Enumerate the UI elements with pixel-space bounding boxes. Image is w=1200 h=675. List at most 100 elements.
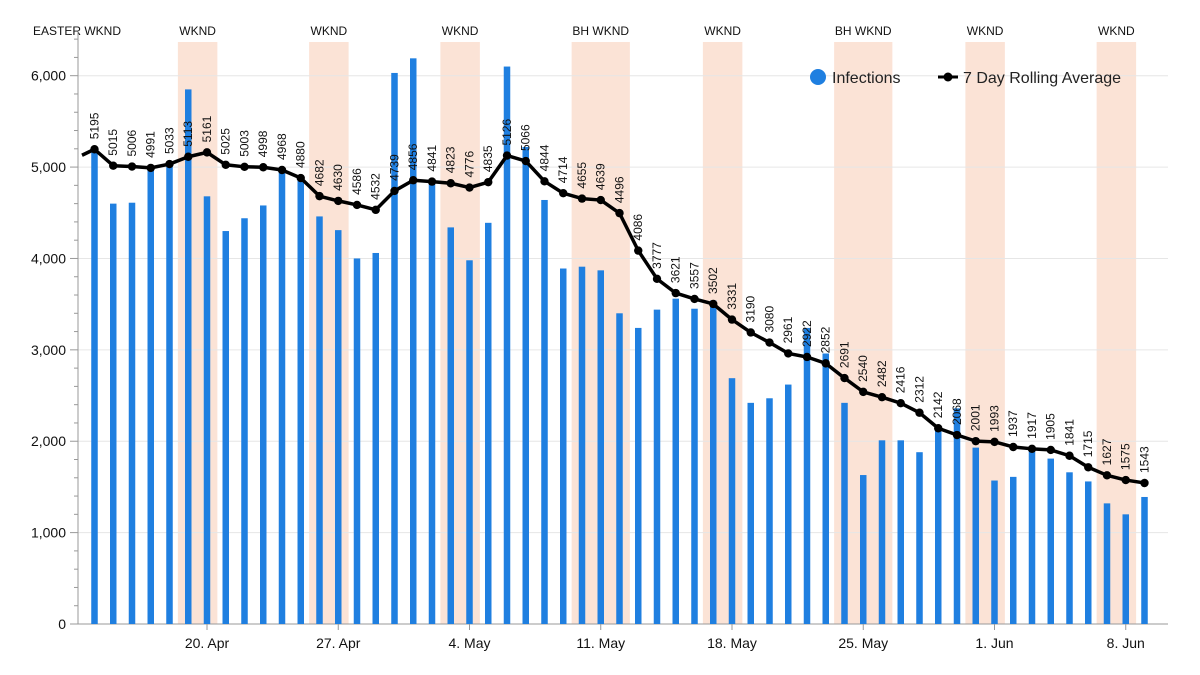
infection-bar <box>353 258 361 624</box>
axes: 0 1,000 2,000 3,000 4,000 5,000 6,000 20. Apr 27… <box>31 30 1168 651</box>
rolling-average-point <box>634 246 643 255</box>
rolling-average-point <box>746 328 755 337</box>
infection-bar <box>822 353 829 624</box>
rolling-average-point <box>652 274 662 284</box>
y-tick-label: 6,000 <box>31 68 66 84</box>
rolling-average-point <box>671 288 680 298</box>
weekend-band <box>440 42 480 624</box>
rolling-average-data-label: 1993 <box>988 405 1002 432</box>
rolling-average-point <box>502 151 512 160</box>
y-tick-label: 5,000 <box>31 159 66 175</box>
x-tick-label: 1. Jun <box>975 635 1013 651</box>
infection-bar <box>297 180 304 625</box>
infection-bar <box>147 167 154 624</box>
band-label: WKND <box>704 24 741 38</box>
x-tick-label: 18. May <box>707 635 757 651</box>
rolling-average-point <box>127 162 137 171</box>
rolling-average-data-label: 1715 <box>1081 430 1095 457</box>
y-tick-label: 4,000 <box>31 250 66 266</box>
infection-bar <box>578 266 586 624</box>
rolling-average-point <box>315 191 324 201</box>
rolling-average-data-label: 5066 <box>519 124 533 151</box>
rolling-average-data-label: 3621 <box>669 256 683 283</box>
weekend-band <box>309 42 349 624</box>
legend-average-label: 7 Day Rolling Average <box>963 70 1121 87</box>
rolling-average-point <box>1102 471 1112 480</box>
rolling-average-data-label: 5025 <box>219 128 233 155</box>
rolling-average-data-label: 3331 <box>725 283 739 310</box>
infection-bar <box>1028 450 1036 624</box>
rolling-average-data-label: 2312 <box>913 376 927 403</box>
x-tick-label: 27. Apr <box>316 635 361 651</box>
rolling-average-data-label: 4739 <box>388 154 402 181</box>
rolling-average-point <box>296 173 305 183</box>
infection-bar <box>428 181 436 625</box>
infection-bar <box>222 231 229 625</box>
rolling-average-point <box>146 163 155 173</box>
rolling-average-point <box>277 165 287 175</box>
weekend-band <box>965 42 1005 624</box>
x-tick-label: 11. May <box>576 635 625 651</box>
rolling-average-point <box>165 159 174 169</box>
rolling-average-data-label: 2691 <box>838 341 852 368</box>
infection-bar <box>953 408 961 624</box>
infection-bar <box>503 66 511 625</box>
x-tick-label: 25. May <box>838 635 888 651</box>
rolling-average-point <box>1065 451 1074 460</box>
rolling-average-data-label: 5033 <box>163 127 177 154</box>
infection-bar <box>166 162 173 624</box>
infection-bar <box>635 327 642 624</box>
infection-bar <box>1141 496 1148 624</box>
rolling-average-data-label: 4823 <box>444 146 458 173</box>
x-tick-label: 4. May <box>448 635 490 651</box>
rolling-average-point <box>577 194 587 203</box>
infection-bar <box>785 384 792 624</box>
rolling-average-data-label: 3557 <box>688 262 702 289</box>
rolling-average-point <box>915 408 924 417</box>
rolling-average-point <box>427 177 437 186</box>
rolling-average-point <box>202 148 212 157</box>
infection-bar <box>541 199 548 624</box>
rolling-average-point <box>709 299 718 309</box>
rolling-average-point <box>1084 463 1093 472</box>
x-tick-label: 20. Apr <box>185 635 230 651</box>
rolling-average-data-label: 4776 <box>463 151 477 178</box>
rolling-average-line <box>81 145 1149 488</box>
rolling-average-point <box>221 160 230 169</box>
band-label: EASTER WKND <box>33 24 121 38</box>
infection-bar <box>110 203 117 624</box>
infection-bar <box>560 268 567 624</box>
band-label: WKND <box>967 24 1004 38</box>
infection-bar <box>260 205 267 624</box>
rolling-average-point <box>184 152 193 161</box>
rolling-average-data-label: 4856 <box>406 143 420 170</box>
rolling-average-data-label: 2068 <box>950 398 964 425</box>
rolling-average-point <box>240 162 249 172</box>
rolling-average-data-label: 4586 <box>350 168 364 195</box>
rolling-average-point <box>802 352 812 362</box>
rolling-average-data-label: 4841 <box>425 145 439 172</box>
rolling-average-point <box>821 359 830 368</box>
rolling-average-point <box>1009 442 1018 452</box>
infection-bar <box>241 218 248 624</box>
rolling-average-point <box>352 200 362 210</box>
infection-bar <box>597 270 604 624</box>
rolling-average-point <box>896 399 905 408</box>
rolling-average-point <box>934 424 943 433</box>
infection-bar <box>410 58 417 625</box>
rolling-average-point <box>952 430 962 440</box>
x-tick-label: 8. Jun <box>1107 635 1145 651</box>
infection-bar <box>803 327 811 624</box>
legend: Infections 7 Day Rolling Average <box>810 69 1121 87</box>
rolling-average-point <box>259 163 268 172</box>
weekend-band <box>1096 42 1137 624</box>
rolling-average-point <box>690 294 699 304</box>
infection-bar <box>691 308 698 624</box>
infection-bar <box>1066 472 1073 624</box>
y-tick-label: 3,000 <box>31 342 66 358</box>
infection-bar <box>466 260 473 624</box>
rolling-average-point <box>840 373 849 383</box>
rolling-average-point <box>521 156 530 166</box>
rolling-average-data-label: 5015 <box>106 129 120 156</box>
